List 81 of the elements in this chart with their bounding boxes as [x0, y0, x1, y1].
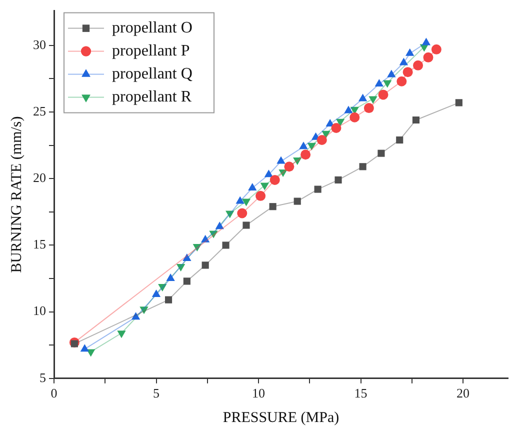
point: [359, 163, 366, 170]
x-tick-label: 20: [456, 386, 470, 401]
point: [215, 222, 224, 230]
point: [176, 264, 186, 272]
point: [316, 134, 327, 145]
point: [80, 344, 90, 352]
x-tick-label: 15: [354, 386, 368, 401]
point: [222, 242, 230, 249]
point: [399, 58, 408, 66]
legend-label: propellant P: [112, 42, 190, 60]
point: [183, 278, 190, 285]
point: [350, 112, 360, 122]
point: [270, 174, 280, 185]
point: [131, 312, 140, 320]
y-tick-label: 10: [33, 303, 46, 318]
y-axis-title: BURNING RATE (mm/s): [8, 116, 25, 273]
point: [307, 142, 316, 150]
point: [236, 196, 244, 204]
point: [293, 157, 302, 165]
point: [412, 116, 420, 124]
point: [344, 106, 353, 114]
point: [242, 198, 251, 206]
point: [406, 48, 414, 56]
point: [158, 284, 167, 292]
point: [423, 52, 434, 62]
point: [374, 79, 384, 87]
point: [256, 190, 266, 201]
point: [334, 176, 342, 184]
point: [402, 67, 413, 78]
point: [331, 123, 342, 134]
point: [299, 142, 308, 150]
point: [164, 296, 172, 304]
point: [260, 182, 269, 190]
y-tick-label: 30: [33, 36, 46, 52]
point: [336, 118, 345, 126]
point: [182, 254, 192, 262]
point: [413, 60, 424, 70]
point: [364, 103, 374, 114]
point: [300, 150, 311, 160]
y-tick-label: 20: [33, 170, 46, 186]
legend-label: propellant Q: [112, 66, 193, 83]
point: [248, 182, 257, 190]
point: [294, 198, 301, 205]
x-tick-label: 0: [50, 386, 58, 401]
point: [242, 222, 250, 229]
point: [192, 244, 202, 252]
point: [314, 186, 322, 193]
point: [322, 130, 330, 138]
point: [278, 169, 288, 177]
point: [431, 44, 442, 54]
point: [396, 136, 404, 144]
point: [396, 76, 407, 86]
point: [140, 306, 148, 314]
point: [455, 99, 462, 106]
point: [276, 156, 286, 164]
x-tick-label: 10: [252, 386, 266, 401]
point: [269, 203, 276, 210]
point: [202, 262, 209, 269]
point: [166, 274, 175, 282]
x-axis-title: PRESSURE (MPa): [222, 410, 340, 426]
point: [226, 210, 234, 218]
point: [201, 234, 210, 242]
point: [378, 90, 388, 100]
y-tick-label: 5: [40, 370, 46, 385]
x-tick-label: 5: [153, 386, 160, 401]
y-tick-label: 15: [33, 236, 46, 252]
point: [358, 94, 368, 102]
point: [237, 208, 248, 218]
point: [117, 330, 126, 338]
point: [264, 170, 274, 178]
point: [378, 150, 385, 157]
y-tick-label: 25: [33, 103, 46, 118]
point: [383, 80, 392, 88]
point: [368, 96, 378, 104]
point: [70, 340, 78, 348]
point: [284, 162, 294, 172]
legend-label: propellant R: [112, 88, 192, 106]
point: [387, 70, 396, 78]
point: [422, 38, 431, 46]
point: [209, 230, 218, 238]
legend-label: propellant O: [112, 20, 192, 37]
